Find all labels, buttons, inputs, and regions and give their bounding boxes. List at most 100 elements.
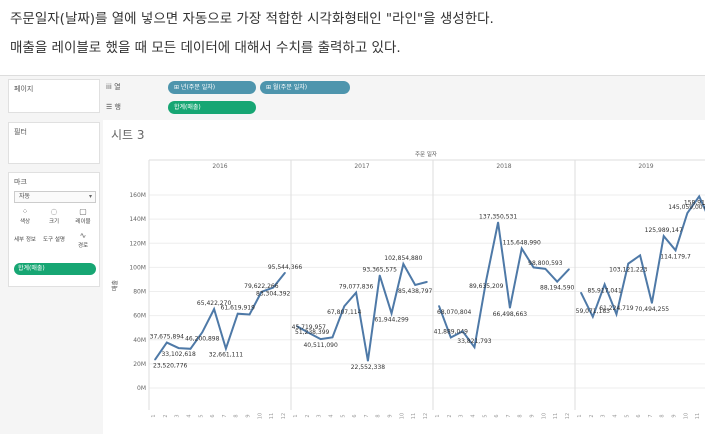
month-tick-label: 9 xyxy=(672,414,678,417)
path-button[interactable]: ∿ 경로 xyxy=(70,231,96,249)
y-tick-label: 120M xyxy=(129,240,146,247)
size-label: 크기 xyxy=(48,219,60,225)
month-tick-label: 12 xyxy=(423,413,429,419)
data-label: 51,238,399 xyxy=(295,329,330,336)
mark-sales-pill[interactable]: 합계(매출) xyxy=(14,263,96,275)
month-tick-label: 8 xyxy=(518,414,524,417)
data-point xyxy=(390,312,393,315)
year-header: 2016 xyxy=(212,163,227,170)
data-point xyxy=(532,266,535,269)
year-order-date-pill[interactable]: ⊞ 년(주문 일자) xyxy=(168,81,256,94)
sales-sum-pill[interactable]: 합계(매출) xyxy=(168,101,256,114)
data-label: 61,224,719 xyxy=(599,305,634,312)
month-order-date-pill[interactable]: ⊞ 월(주문 일자) xyxy=(260,81,350,94)
tooltip-label: 도구 설명 xyxy=(43,237,65,243)
data-label: 40,511,090 xyxy=(303,342,338,349)
data-point xyxy=(556,280,558,283)
data-point xyxy=(189,348,192,350)
month-tick-label: 6 xyxy=(636,414,642,417)
color-button[interactable]: ⁘ 색상 xyxy=(12,207,38,225)
data-point xyxy=(485,279,488,281)
data-label: 37,675,894 xyxy=(150,334,185,341)
y-tick-label: 0M xyxy=(137,385,146,392)
sheet-title: 시트 3 xyxy=(111,128,145,142)
data-point xyxy=(450,336,452,339)
data-label: 45,719,957 xyxy=(292,324,327,331)
data-label: 41,889,049 xyxy=(434,328,469,335)
detail-button[interactable]: 세부 정보 xyxy=(12,235,38,243)
month-tick-label: 8 xyxy=(376,414,382,417)
label-icon: ▢ xyxy=(79,207,87,216)
data-label: 61,619,919 xyxy=(221,305,256,312)
data-point xyxy=(201,331,204,334)
intro-line-2: 매출을 레이블로 했을 때 모든 데이터에 대해서 수치를 출력하고 있다. xyxy=(10,40,401,56)
data-point xyxy=(236,312,239,315)
month-tick-label: 3 xyxy=(175,414,181,417)
month-tick-label: 3 xyxy=(317,414,323,417)
mark-type-select[interactable]: 자동 ▾ xyxy=(14,191,96,203)
data-label: 103,121,223 xyxy=(609,267,647,274)
month-tick-label: 2 xyxy=(589,414,595,417)
data-label: 65,422,270 xyxy=(197,300,232,307)
month-tick-label: 8 xyxy=(660,414,666,417)
data-point xyxy=(698,195,700,198)
y-tick-label: 80M xyxy=(133,289,146,296)
path-label: 경로 xyxy=(77,243,89,249)
y-tick-label: 20M xyxy=(133,361,146,368)
chevron-down-icon: ▾ xyxy=(88,193,92,200)
filters-title: 필터 xyxy=(14,128,27,136)
y-tick-label: 40M xyxy=(133,337,146,344)
data-point xyxy=(225,347,227,350)
path-icon: ∿ xyxy=(79,231,87,240)
detail-label: 세부 정보 xyxy=(14,237,36,243)
data-point xyxy=(461,330,464,333)
data-point xyxy=(284,271,286,274)
month-tick-label: 5 xyxy=(482,414,488,417)
data-label: 33,821,793 xyxy=(457,338,492,345)
data-label: 102,854,880 xyxy=(384,255,422,262)
year-header: 2018 xyxy=(496,163,511,170)
month-tick-label: 5 xyxy=(198,414,204,417)
y-tick-label: 100M xyxy=(129,264,146,271)
data-point xyxy=(154,358,156,361)
data-point xyxy=(414,284,416,286)
data-label: 79,077,836 xyxy=(339,284,374,291)
sales-line-2017 xyxy=(296,261,428,361)
pages-card[interactable]: 페이지 xyxy=(8,79,100,113)
label-button[interactable]: ▢ 레이블 xyxy=(70,207,96,225)
month-tick-label: 9 xyxy=(246,414,252,417)
data-point xyxy=(426,281,428,283)
data-point xyxy=(343,305,346,308)
data-point xyxy=(355,291,357,294)
y-axis-label: 매출 xyxy=(111,280,119,292)
data-label: 125,989,147 xyxy=(645,227,683,234)
month-tick-label: 1 xyxy=(577,414,583,417)
filters-card[interactable]: 필터 xyxy=(8,122,100,164)
data-point xyxy=(674,249,677,252)
sales-line-2018 xyxy=(438,222,570,350)
data-point xyxy=(509,307,511,309)
data-point xyxy=(438,305,440,307)
data-point xyxy=(497,221,499,224)
tooltip-button[interactable]: 도구 설명 xyxy=(41,235,67,243)
year-header: 2019 xyxy=(638,163,653,170)
month-tick-label: 4 xyxy=(612,414,618,417)
size-button[interactable]: ◌ 크기 xyxy=(41,207,67,225)
data-point xyxy=(627,262,630,265)
label-label: 레이블 xyxy=(75,219,91,225)
pages-title: 페이지 xyxy=(14,85,34,93)
data-label: 46,200,898 xyxy=(185,335,220,342)
data-point xyxy=(603,283,606,286)
month-tick-label: 12 xyxy=(281,413,287,419)
data-point xyxy=(378,274,381,277)
data-label: 70,494,255 xyxy=(635,306,670,313)
month-tick-label: 10 xyxy=(257,413,263,419)
month-tick-label: 10 xyxy=(541,413,547,419)
month-tick-label: 11 xyxy=(411,413,417,419)
data-point xyxy=(166,341,168,344)
month-tick-label: 9 xyxy=(388,414,394,417)
data-point xyxy=(260,291,263,293)
month-tick-label: 7 xyxy=(222,414,228,417)
data-point xyxy=(473,346,476,349)
data-point xyxy=(331,336,334,339)
